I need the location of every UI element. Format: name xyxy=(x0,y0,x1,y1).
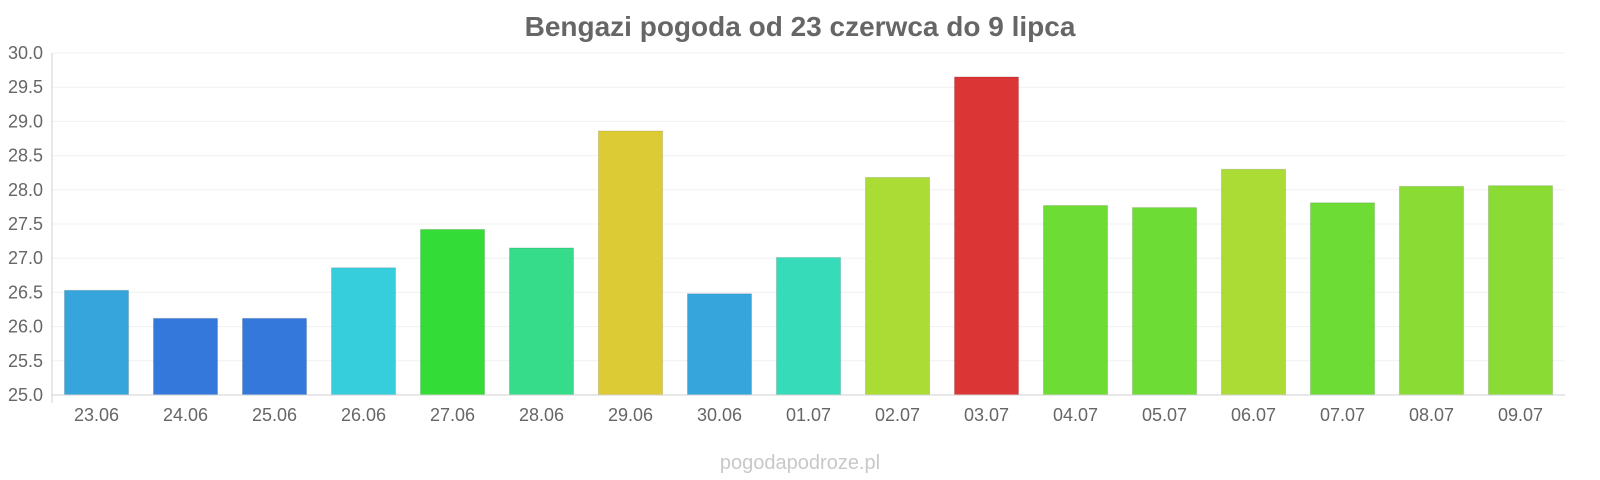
y-tick-label: 26.5 xyxy=(8,282,43,302)
y-tick-label: 25.0 xyxy=(8,385,43,405)
bar xyxy=(63,289,130,396)
y-tick-label: 25.5 xyxy=(8,351,43,371)
bar xyxy=(152,317,219,396)
bar xyxy=(775,257,842,396)
y-tick-label: 30.0 xyxy=(8,43,43,63)
bar xyxy=(1042,205,1109,396)
x-tick-label: 26.06 xyxy=(341,405,386,425)
bar xyxy=(241,317,308,396)
watermark: pogodapodroze.pl xyxy=(720,452,880,474)
x-tick-label: 06.07 xyxy=(1231,405,1276,425)
bars xyxy=(63,76,1554,396)
x-tick-label: 28.06 xyxy=(519,405,564,425)
bar xyxy=(864,176,931,396)
axes xyxy=(51,53,1565,403)
x-tick-label: 27.06 xyxy=(430,405,475,425)
bar xyxy=(686,293,753,396)
bar xyxy=(419,228,486,396)
x-tick-label: 08.07 xyxy=(1409,405,1454,425)
y-tick-label: 29.5 xyxy=(8,77,43,97)
x-tick-label: 07.07 xyxy=(1320,405,1365,425)
y-tick-label: 29.0 xyxy=(8,111,43,131)
x-tick-label: 30.06 xyxy=(697,405,742,425)
x-tick-label: 01.07 xyxy=(786,405,831,425)
x-tick-label: 03.07 xyxy=(964,405,1009,425)
bar xyxy=(508,247,575,396)
chart-title: Bengazi pogoda od 23 czerwca do 9 lipca xyxy=(525,11,1076,42)
x-tick-label: 23.06 xyxy=(74,405,119,425)
bar xyxy=(1398,185,1465,396)
x-tick-label: 02.07 xyxy=(875,405,920,425)
x-tick-label: 09.07 xyxy=(1498,405,1543,425)
y-tick-label: 28.0 xyxy=(8,180,43,200)
x-tick-label: 25.06 xyxy=(252,405,297,425)
x-tick-label: 05.07 xyxy=(1142,405,1187,425)
y-tick-labels: 25.0 25.5 26.0 26.5 27.0 27.5 28.0 28.5 29.0 29.5… xyxy=(8,43,43,405)
bar xyxy=(597,130,664,396)
bar xyxy=(1487,185,1554,396)
bar xyxy=(953,76,1020,396)
bar xyxy=(1309,202,1376,396)
y-tick-label: 27.0 xyxy=(8,248,43,268)
bar xyxy=(330,267,397,396)
x-tick-label: 29.06 xyxy=(608,405,653,425)
x-tick-label: 04.07 xyxy=(1053,405,1098,425)
x-tick-labels: 23.06 24.06 25.06 26.06 27.06 28.06 29.06 30.06… xyxy=(74,405,1543,425)
bar xyxy=(1220,168,1287,396)
x-tick-label: 24.06 xyxy=(163,405,208,425)
y-tick-label: 28.5 xyxy=(8,146,43,166)
y-tick-label: 26.0 xyxy=(8,317,43,337)
bar xyxy=(1131,207,1198,396)
y-tick-label: 27.5 xyxy=(8,214,43,234)
